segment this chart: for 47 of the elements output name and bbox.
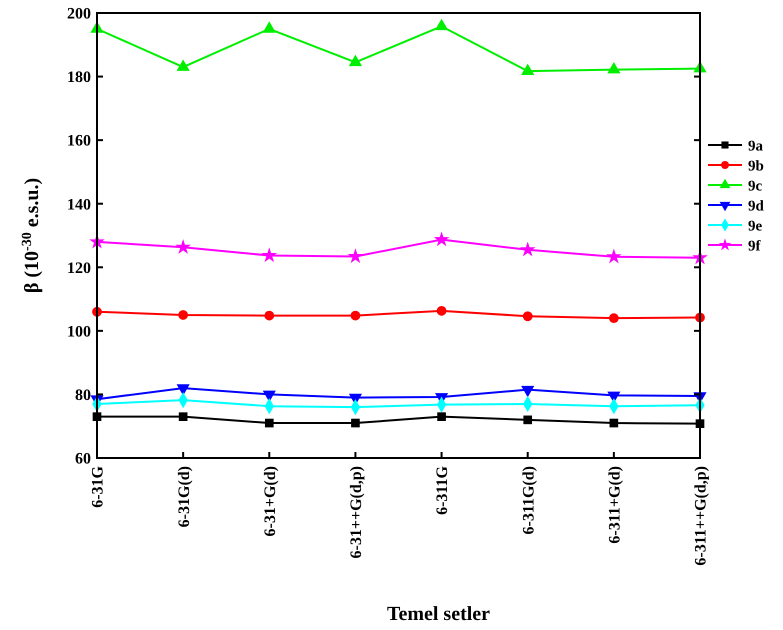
legend-label: 9b	[748, 158, 764, 174]
point	[521, 64, 534, 75]
point	[175, 239, 191, 254]
legend-label: 9d	[748, 198, 764, 214]
y-tick-label: 180	[67, 69, 91, 86]
point	[176, 59, 190, 71]
point	[264, 418, 274, 428]
x-tick-label: 6-31++G(d,p)	[348, 466, 366, 558]
point	[348, 54, 362, 66]
x-tick-label: 6-311+G(d)	[606, 466, 624, 544]
x-axis-title: Temel setler	[386, 603, 490, 625]
point	[434, 231, 450, 246]
point	[520, 242, 536, 256]
y-tick-label: 80	[75, 387, 91, 404]
y-tick-label: 60	[75, 450, 91, 468]
x-tick-label: 6-31G	[90, 465, 107, 508]
point	[262, 247, 278, 262]
point	[348, 248, 364, 264]
x-tick-label: 6-311G	[434, 465, 452, 515]
point	[178, 310, 188, 320]
point	[610, 418, 618, 428]
y-tick-label: 100	[67, 323, 91, 340]
point	[264, 310, 274, 320]
y-tick-label: 200	[67, 6, 91, 23]
point	[434, 18, 448, 30]
point	[350, 310, 360, 320]
point	[262, 21, 276, 33]
point	[178, 412, 188, 422]
point	[608, 313, 619, 324]
y-tick-label: 120	[67, 260, 91, 277]
x-tick-label: 6-311G(d)	[520, 466, 538, 534]
point	[523, 416, 532, 424]
point	[436, 306, 446, 316]
point	[522, 311, 533, 322]
legend-label: 9a	[748, 138, 764, 154]
point	[437, 412, 446, 422]
y-tick-label: 140	[67, 196, 91, 214]
legend-label: 9f	[748, 238, 762, 254]
legend-label: 9c	[748, 178, 762, 194]
point	[607, 62, 620, 74]
point	[606, 248, 622, 264]
legend-label: 9e	[748, 218, 762, 234]
point	[351, 418, 360, 428]
x-tick-label: 6-311++G(d,p)	[692, 466, 710, 566]
x-tick-label: 6-31+G(d)	[262, 466, 279, 536]
y-tick-label: 160	[67, 132, 91, 150]
x-tick-label: 6-31G(d)	[176, 466, 193, 528]
